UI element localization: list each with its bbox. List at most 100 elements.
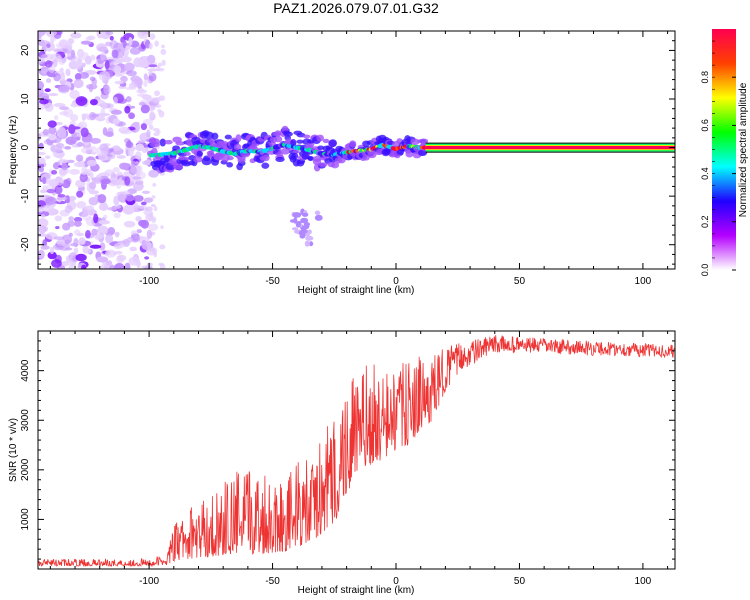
noise-speckle	[64, 146, 72, 150]
chart-title: PAZ1.2026.079.07.01.G32	[273, 0, 439, 16]
noise-speckle	[140, 104, 150, 114]
noise-speckle	[150, 211, 154, 218]
ridge-halo	[274, 135, 283, 143]
noise-speckle	[38, 225, 47, 234]
noise-speckle	[80, 127, 89, 138]
noise-speckle	[100, 178, 112, 185]
noise-speckle	[55, 225, 60, 230]
ridge-halo	[316, 134, 325, 142]
noise-speckle	[70, 49, 76, 59]
noise-speckle	[101, 101, 108, 110]
colorbar-label: Normalized spectral amplitude	[738, 82, 749, 217]
noise-speckle	[125, 45, 131, 50]
noise-speckle	[161, 44, 165, 49]
noise-speckle	[53, 48, 61, 53]
noise-speckle	[99, 143, 109, 152]
noise-speckle	[78, 237, 86, 245]
noise-speckle	[137, 58, 149, 68]
noise-speckle	[66, 159, 75, 164]
snr-series-line	[38, 335, 675, 568]
noise-speckle	[59, 132, 67, 140]
noise-speckle	[88, 181, 97, 190]
ridge-halo	[283, 131, 293, 137]
signal-blob	[291, 227, 298, 231]
signal-blob	[296, 220, 302, 225]
noise-speckle	[88, 196, 99, 206]
noise-speckle	[40, 54, 48, 59]
noise-speckle	[143, 80, 148, 87]
noise-speckle	[54, 114, 59, 121]
noise-speckle	[122, 190, 130, 196]
noise-speckle	[68, 124, 76, 135]
noise-speckle	[67, 41, 73, 51]
ridge-halo	[172, 136, 182, 143]
noise-speckle	[56, 196, 68, 201]
noise-speckle	[116, 155, 126, 159]
noise-speckle	[48, 126, 57, 135]
noise-speckle	[57, 194, 66, 198]
noise-speckle	[38, 31, 42, 41]
colorbar-tick-label: 0.4	[700, 167, 710, 180]
noise-speckle	[128, 37, 133, 46]
snr-y-tick-label: 2000	[20, 458, 31, 481]
noise-speckle	[60, 261, 70, 267]
noise-speckle	[158, 110, 165, 118]
noise-speckle	[102, 201, 108, 211]
ridge-halo	[410, 138, 420, 146]
noise-speckle	[152, 127, 160, 132]
noise-speckle	[143, 210, 152, 216]
noise-speckle	[85, 229, 91, 239]
ridge-halo	[204, 131, 214, 140]
snr-panel: -100 -50 0 50 100 1000 2000 3000 4000 Height of …	[8, 330, 676, 596]
spectrogram-x-tick-label: 50	[514, 276, 526, 287]
ridge-halo	[183, 151, 191, 156]
noise-speckle	[89, 137, 102, 144]
noise-speckle	[44, 60, 53, 68]
noise-speckle	[75, 253, 87, 262]
noise-speckle	[67, 220, 75, 227]
ridge-halo	[322, 138, 330, 144]
noise-speckle	[38, 206, 44, 213]
noise-speckle	[51, 259, 62, 268]
noise-speckle	[98, 220, 110, 225]
ridge-halo	[226, 162, 234, 168]
noise-speckle	[135, 215, 142, 222]
noise-speckle	[146, 54, 156, 64]
signal-blob	[305, 235, 314, 241]
noise-speckle	[75, 96, 88, 106]
noise-speckle	[59, 111, 69, 116]
noise-speckle	[147, 247, 155, 252]
ridge-halo	[296, 139, 304, 144]
noise-speckle	[120, 130, 132, 135]
noise-speckle	[153, 206, 158, 212]
noise-speckle	[144, 256, 150, 260]
noise-speckle	[38, 219, 46, 223]
spectrogram-x-tick-label: -100	[139, 276, 159, 287]
ridge-halo	[207, 150, 215, 157]
noise-speckle	[65, 177, 72, 185]
noise-speckle	[48, 134, 57, 141]
noise-speckle	[150, 203, 156, 208]
ridge-halo	[318, 162, 328, 167]
noise-speckle	[38, 249, 45, 260]
noise-speckle	[54, 215, 63, 222]
colorbar-gradient	[712, 29, 736, 270]
noise-speckle	[55, 42, 67, 49]
noise-speckle	[38, 157, 46, 165]
noise-speckle	[100, 51, 107, 61]
noise-speckle	[150, 104, 156, 111]
noise-speckle	[128, 112, 135, 120]
spectrogram-marks	[38, 31, 675, 269]
noise-speckle	[65, 68, 71, 76]
noise-speckle	[53, 103, 66, 108]
noise-speckle	[146, 262, 153, 268]
signal-blob	[305, 232, 310, 237]
noise-speckle	[68, 195, 77, 202]
noise-speckle	[55, 200, 67, 205]
noise-speckle	[98, 70, 110, 81]
noise-speckle	[107, 207, 117, 211]
noise-speckle	[126, 70, 137, 77]
noise-speckle	[158, 67, 165, 72]
ridge-halo	[221, 153, 230, 162]
